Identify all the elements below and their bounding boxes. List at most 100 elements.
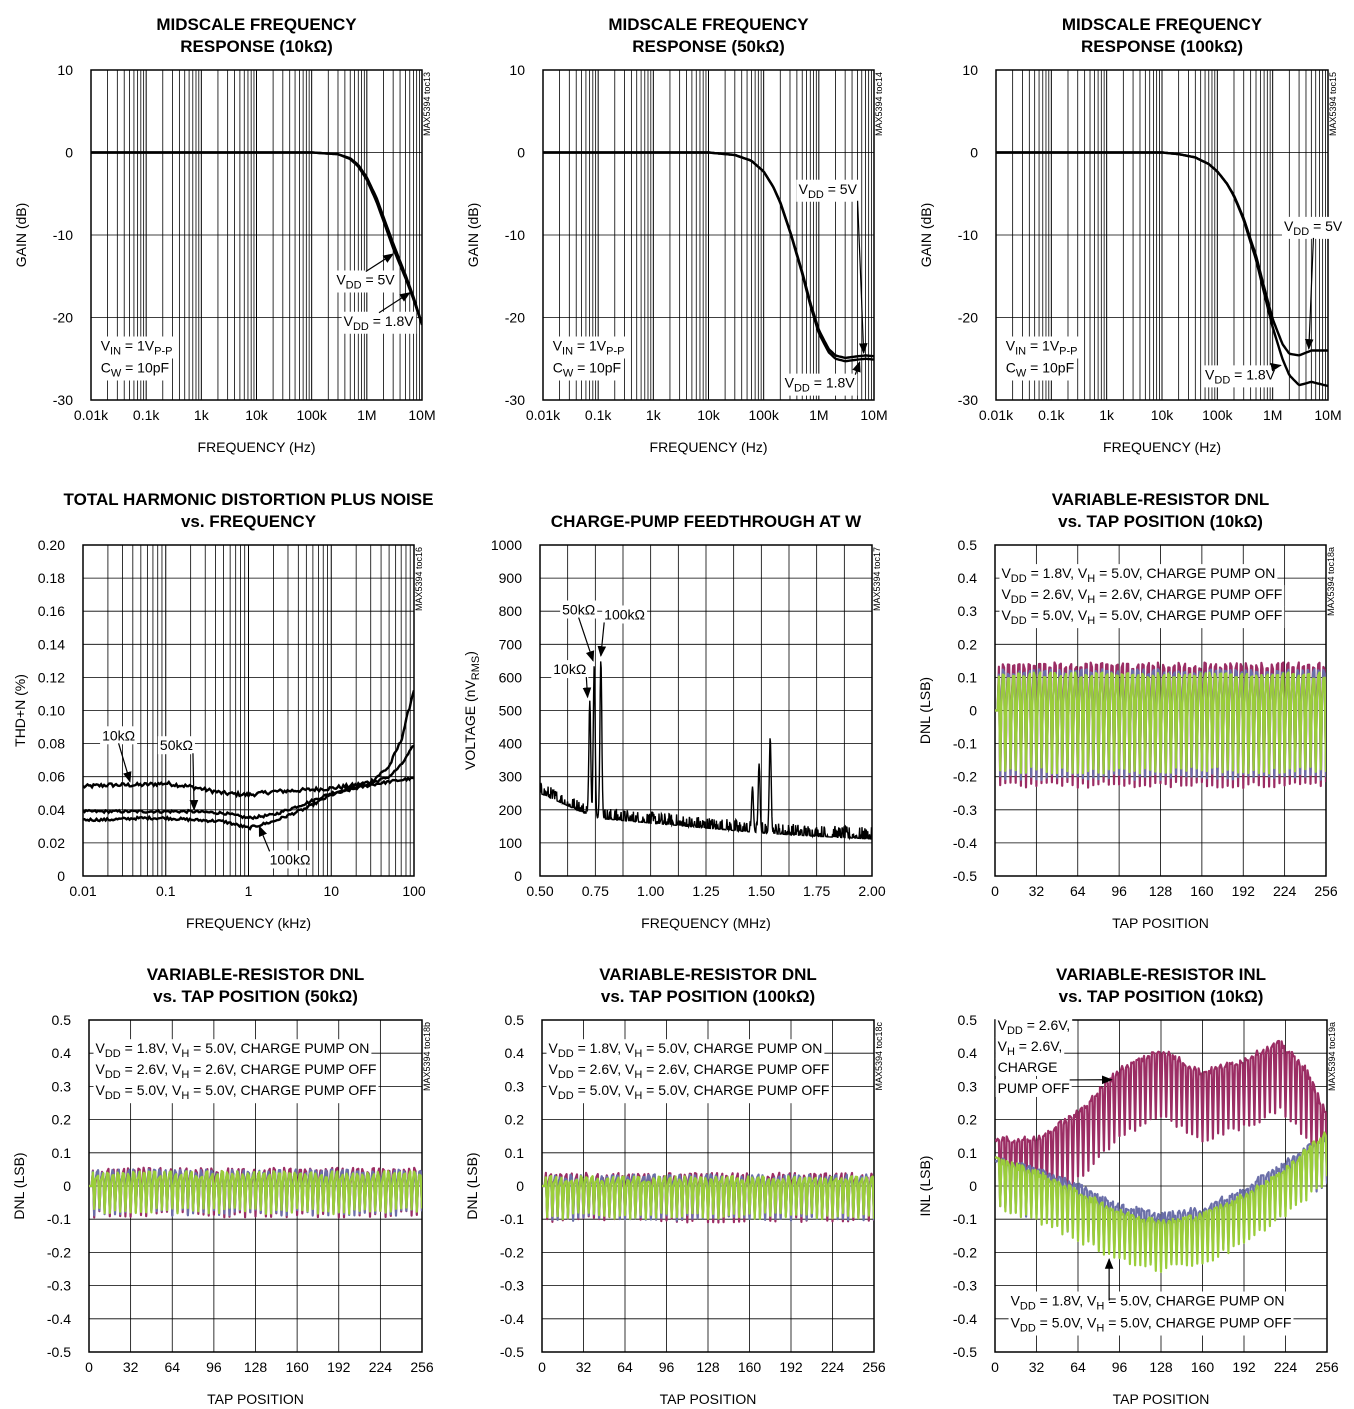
y-tick-label: 0.4: [958, 570, 978, 586]
series-line: [995, 671, 1326, 775]
x-axis-label: TAP POSITION: [1113, 1391, 1210, 1407]
annotation-text-part: = 5V: [1309, 218, 1343, 234]
annotation-text-part: DD: [346, 280, 362, 292]
chart-title: vs. TAP POSITION (100kΩ): [601, 987, 815, 1006]
annotation: VDD = 1.8V: [341, 292, 417, 334]
y-tick-label: 0.06: [38, 769, 65, 785]
annotation-bg: [551, 660, 589, 679]
y-tick-label: 600: [499, 669, 523, 685]
y-tick-label: 10: [962, 62, 978, 78]
annotation-text-part: V: [1011, 1315, 1021, 1331]
x-tick-label: 64: [1070, 1359, 1086, 1375]
y-tick-label: -0.3: [953, 802, 977, 818]
figure-code: MAX5394 toc19a: [1327, 1022, 1337, 1091]
annotation: VIN = 1VP-PCW = 10pF: [98, 336, 175, 381]
y-tick-label: 0.1: [505, 1145, 525, 1161]
annotation-text-part: 10kΩ: [102, 727, 135, 743]
y-axis-label: GAIN (dB): [13, 203, 29, 268]
annotation-bg: [334, 270, 398, 293]
y-tick-label: 0.10: [38, 703, 65, 719]
chart-title: VARIABLE-RESISTOR DNL: [147, 965, 365, 984]
x-tick-label: 1M: [809, 407, 828, 423]
x-tick-label: 0.1k: [1038, 407, 1065, 423]
annotation: VDD = 5V: [1281, 216, 1345, 350]
y-tick-label: 0: [63, 1178, 71, 1194]
x-tick-label: 100k: [748, 407, 779, 423]
y-tick-label: 0: [969, 1178, 977, 1194]
annotation-text-part: V: [785, 375, 795, 391]
annotation-bg: [560, 600, 598, 619]
annotation-text: VIN = 1VP-P: [1006, 338, 1078, 358]
annotation-text-part: DD: [1011, 573, 1027, 585]
x-tick-label: 224: [821, 1359, 845, 1375]
annotation-bg: [995, 1036, 1065, 1059]
annotation-text-part: V: [336, 272, 346, 288]
annotation-bg: [341, 311, 417, 334]
annotation-bg: [1003, 358, 1077, 381]
annotation-text-part: = 2.6V, CHARGE PUMP OFF: [1095, 586, 1282, 602]
y-axis-label: DNL (LSB): [11, 1152, 27, 1219]
y-tick-label: 0: [516, 1178, 524, 1194]
annotation-arrow: [578, 617, 595, 662]
series-line: [995, 1039, 1327, 1211]
annotation-text-part: DD: [558, 1069, 574, 1081]
figure-code: MAX5394 toc17: [872, 547, 882, 611]
y-tick-label: 400: [499, 736, 523, 752]
figure-code: MAX5394 toc18b: [422, 1022, 432, 1091]
series-line: [540, 661, 872, 841]
x-tick-label: 96: [1112, 1359, 1128, 1375]
y-tick-label: -0.4: [47, 1311, 71, 1327]
annotation-bg: [995, 1015, 1073, 1038]
chart-title: RESPONSE (100kΩ): [1081, 37, 1243, 56]
y-tick-label: 10: [509, 62, 525, 78]
y-axis-label: THD+N (%): [12, 674, 28, 747]
annotation-text-part: H: [1087, 615, 1095, 627]
series-group: [995, 1039, 1327, 1273]
annotation-text-part: = 2.6V, CHARGE PUMP OFF: [642, 1061, 829, 1077]
annotation-text-part: = 5.0V, V: [1036, 1315, 1097, 1331]
chart-toc15: MIDSCALE FREQUENCY RESPONSE (100kΩ) 0.01k 0…: [918, 15, 1345, 455]
x-axis-label: TAP POSITION: [207, 1391, 304, 1407]
annotation-text-part: = 1.8V, V: [1027, 565, 1088, 581]
annotation-bg: [550, 336, 627, 359]
x-tick-label: 1.75: [803, 883, 830, 899]
annotation-arrow: [365, 253, 395, 273]
x-tick-label: 1.00: [637, 883, 664, 899]
y-tick-label: -0.2: [47, 1244, 71, 1260]
annotation-text: CW = 10pF: [1006, 360, 1074, 380]
x-tick-label: 1: [245, 883, 253, 899]
x-tick-label: 1k: [1099, 407, 1115, 423]
annotation-text-part: = 1.8V: [369, 313, 414, 329]
y-axis-label: DNL (LSB): [917, 677, 933, 744]
y-tick-label: -10: [958, 227, 978, 243]
chart-title: MIDSCALE FREQUENCY: [1062, 15, 1263, 34]
annotation-text-part: V: [1001, 586, 1011, 602]
annotation-bg: [1008, 1291, 1287, 1314]
annotation-text-part: H: [1087, 594, 1095, 606]
chart-title: MIDSCALE FREQUENCY: [608, 15, 809, 34]
series-group: [995, 661, 1326, 790]
annotation-text-part: V: [101, 338, 111, 354]
annotation: VDD = 5V: [796, 179, 868, 355]
y-tick-label: 0.04: [38, 802, 65, 818]
x-tick-label: 10k: [245, 407, 269, 423]
x-tick-label: 1k: [194, 407, 210, 423]
annotation-text: 10kΩ: [102, 727, 135, 743]
annotation-text: 100kΩ: [604, 606, 645, 622]
annotation-text-part: = 2.6V, V: [574, 1061, 635, 1077]
series-group: [91, 151, 422, 326]
y-tick-label: -0.4: [953, 835, 977, 851]
annotation-text-part: W: [563, 368, 574, 380]
x-tick-label: 64: [617, 1359, 633, 1375]
figure-code: MAX5394 toc18a: [1326, 547, 1336, 616]
x-tick-label: 100: [402, 883, 426, 899]
annotation-text-part: = 1V: [121, 338, 155, 354]
x-axis-label: FREQUENCY (Hz): [650, 439, 768, 455]
y-tick-label: -0.3: [953, 1278, 977, 1294]
annotation-bg: [98, 336, 175, 359]
annotation-text-part: = 5.0V, CHARGE PUMP OFF: [189, 1082, 376, 1098]
y-tick-label: 0.2: [505, 1112, 525, 1128]
annotation-text: VDD = 2.6V, VH = 2.6V, CHARGE PUMP OFF: [1001, 586, 1282, 606]
series-line: [996, 151, 1328, 388]
x-tick-label: 0.1k: [133, 407, 160, 423]
